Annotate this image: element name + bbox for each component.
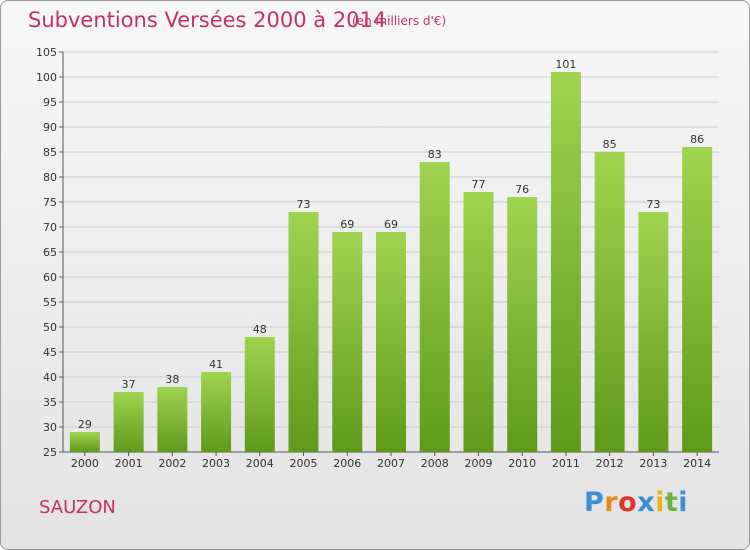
data-label: 37 — [122, 378, 136, 391]
x-tick-label: 2005 — [290, 457, 318, 470]
x-tick-label: 2001 — [115, 457, 143, 470]
bar — [157, 387, 188, 452]
place-name: SAUZON — [39, 497, 116, 518]
y-tick-label: 75 — [43, 196, 57, 209]
proxiti-logo: Proxiti — [584, 487, 689, 518]
y-tick-label: 55 — [43, 296, 57, 309]
data-label: 83 — [428, 148, 442, 161]
x-tick-label: 2013 — [639, 457, 667, 470]
bar — [69, 432, 100, 452]
bar — [288, 212, 319, 452]
y-tick-label: 25 — [43, 446, 57, 459]
data-label: 38 — [165, 373, 179, 386]
x-tick-label: 2002 — [158, 457, 186, 470]
x-tick-label: 2012 — [596, 457, 624, 470]
data-label: 69 — [340, 218, 354, 231]
y-tick-label: 60 — [43, 271, 57, 284]
data-label: 73 — [297, 198, 311, 211]
y-tick-label: 50 — [43, 321, 57, 334]
x-tick-label: 2004 — [246, 457, 274, 470]
bar — [244, 337, 275, 452]
x-tick-label: 2011 — [552, 457, 580, 470]
bar — [332, 232, 363, 452]
bar — [638, 212, 669, 452]
data-label: 48 — [253, 323, 267, 336]
bar — [113, 392, 144, 452]
bar — [463, 192, 494, 452]
data-label: 76 — [515, 183, 529, 196]
y-tick-label: 100 — [36, 71, 57, 84]
y-tick-label: 45 — [43, 346, 57, 359]
x-tick-label: 2006 — [333, 457, 361, 470]
x-tick-label: 2008 — [421, 457, 449, 470]
x-tick-label: 2003 — [202, 457, 230, 470]
y-tick-label: 90 — [43, 121, 57, 134]
bar — [376, 232, 406, 452]
y-tick-label: 105 — [36, 46, 57, 59]
y-tick-label: 35 — [43, 396, 57, 409]
x-tick-label: 2009 — [464, 457, 492, 470]
data-label: 73 — [646, 198, 660, 211]
x-tick-label: 2010 — [508, 457, 536, 470]
data-labels: 29 37 38 41 48 73 69 69 83 77 76 101 85 73 86 — [78, 58, 704, 431]
data-label: 86 — [690, 133, 704, 146]
y-tick-label: 40 — [43, 371, 57, 384]
y-tick-label: 65 — [43, 246, 57, 259]
bar — [594, 152, 625, 452]
y-tick-label: 95 — [43, 96, 57, 109]
data-label: 77 — [471, 178, 485, 191]
bar — [507, 197, 538, 452]
data-label: 41 — [209, 358, 223, 371]
x-tick-label: 2000 — [71, 457, 99, 470]
data-label: 69 — [384, 218, 398, 231]
chart-title: Subventions Versées 2000 à 2014 — [28, 8, 387, 32]
data-label: 101 — [555, 58, 576, 71]
x-tick-label: 2007 — [377, 457, 405, 470]
bar — [550, 72, 581, 452]
bar — [682, 147, 713, 452]
y-tick-label: 70 — [43, 221, 57, 234]
y-tick-label: 80 — [43, 171, 57, 184]
data-label: 29 — [78, 418, 92, 431]
y-tick-label: 30 — [43, 421, 57, 434]
chart-subtitle: (en milliers d'€) — [352, 14, 447, 28]
bar — [201, 372, 232, 452]
bars — [69, 72, 713, 452]
x-tick-label: 2014 — [683, 457, 711, 470]
bar — [419, 162, 450, 452]
data-label: 85 — [603, 138, 617, 151]
y-tick-label: 85 — [43, 146, 57, 159]
